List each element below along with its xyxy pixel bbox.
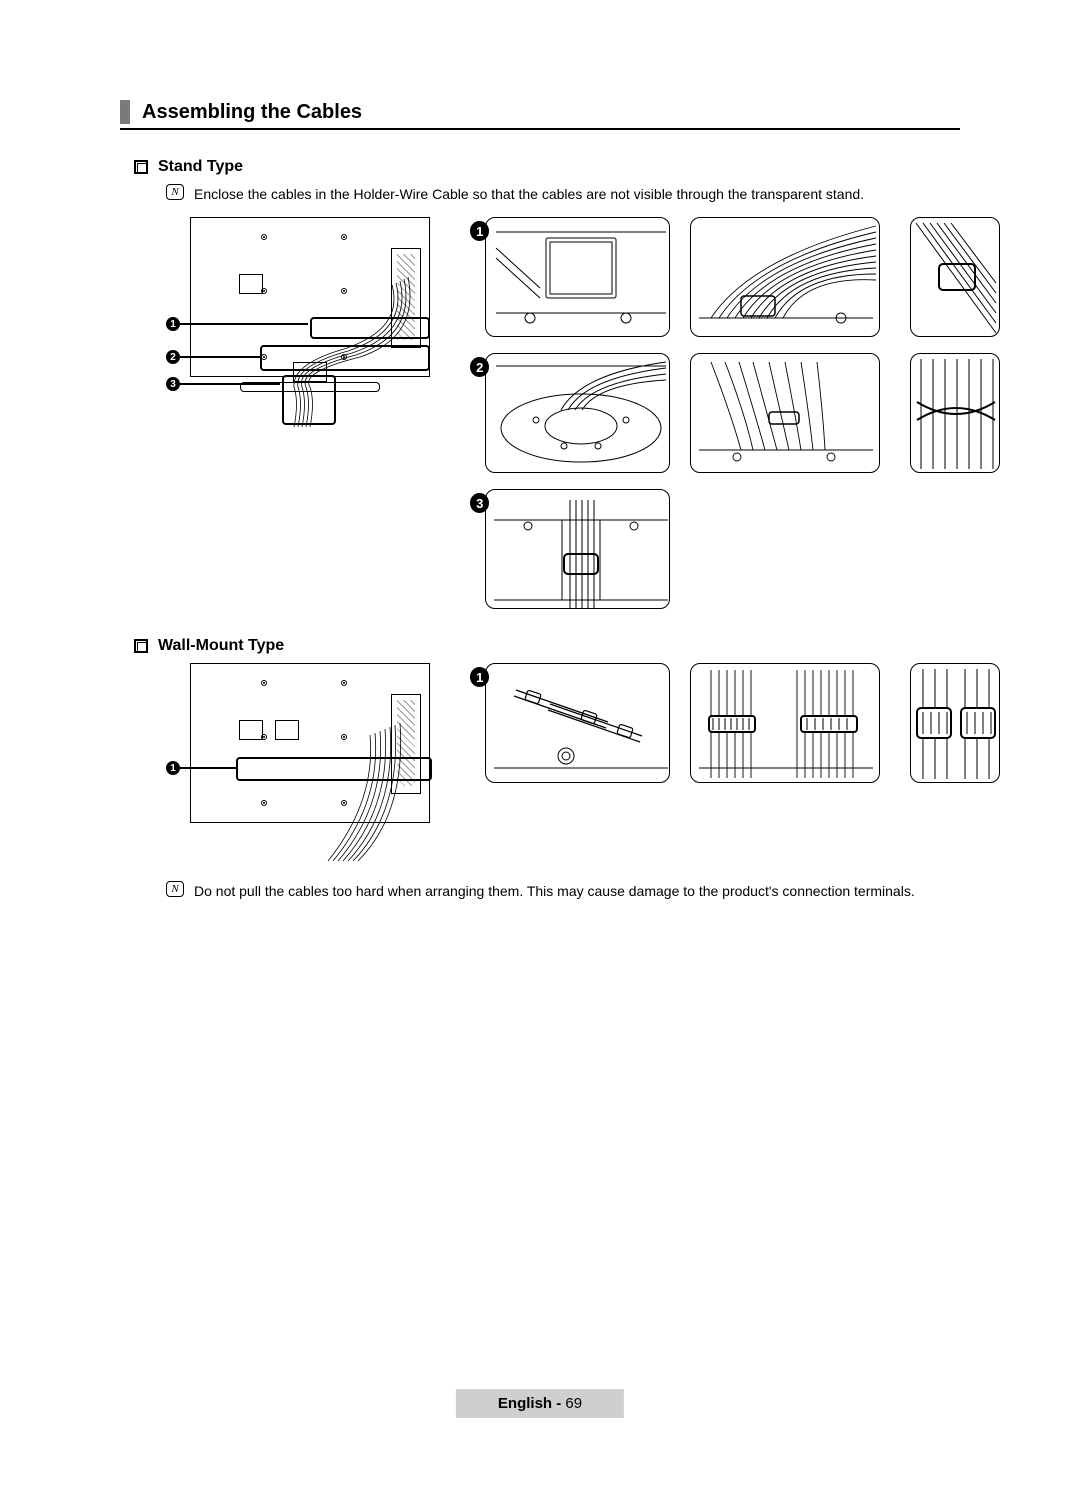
callout-1-icon: 1 (166, 761, 180, 775)
footer-sep: - (552, 1395, 565, 1412)
note-text: Enclose the cables in the Holder-Wire Ca… (194, 184, 960, 205)
diagram-panel-zoom (910, 663, 1010, 783)
diagram-wall-overview: 1 (170, 663, 450, 853)
footer-language: English (498, 1395, 552, 1412)
section-accent-bar (120, 100, 130, 124)
section-title: Assembling the Cables (142, 101, 362, 124)
note-text: Do not pull the cables too hard when arr… (194, 881, 960, 902)
document-page: Assembling the Cables Stand Type N Enclo… (0, 0, 1080, 1488)
subsection-title: Wall-Mount Type (158, 637, 284, 655)
subsection-wall: Wall-Mount Type (134, 637, 960, 902)
stand-diagram-area: 1 2 3 1 (170, 217, 960, 609)
diagram-panel-zoom (910, 217, 1010, 337)
footer-page-number: 69 (565, 1395, 582, 1412)
diagram-panel (485, 353, 670, 473)
diagram-stand-overview: 1 2 3 (170, 217, 450, 422)
diagram-panel (485, 663, 670, 783)
diagram-wall-step-1: 1 (470, 663, 670, 783)
note-icon: N (166, 881, 184, 897)
subsection-heading: Stand Type (134, 158, 960, 176)
diagram-panel (485, 217, 670, 337)
callout-3-icon: 3 (166, 377, 180, 391)
callout-1-icon: 1 (166, 317, 180, 331)
bullet-icon (134, 639, 148, 653)
subsection-heading: Wall-Mount Type (134, 637, 960, 655)
bullet-icon (134, 160, 148, 174)
diagram-panel (485, 489, 670, 609)
subsection-title: Stand Type (158, 158, 243, 176)
note-line: N Enclose the cables in the Holder-Wire … (166, 184, 960, 205)
callout-2-icon: 2 (166, 350, 180, 364)
diagram-step-3: 3 (470, 489, 670, 609)
diagram-panel-zoom (910, 353, 1010, 473)
note-icon: N (166, 184, 184, 200)
diagram-panel (690, 663, 890, 783)
section-header: Assembling the Cables (120, 100, 960, 130)
wall-diagram-area: 1 1 (170, 663, 960, 853)
diagram-step-2: 2 (470, 353, 670, 473)
page-footer: English - 69 (456, 1389, 624, 1418)
note-line: N Do not pull the cables too hard when a… (166, 881, 960, 902)
diagram-step-1: 1 (470, 217, 670, 337)
diagram-panel (690, 217, 890, 337)
subsection-stand: Stand Type N Enclose the cables in the H… (134, 158, 960, 609)
diagram-panel (690, 353, 890, 473)
